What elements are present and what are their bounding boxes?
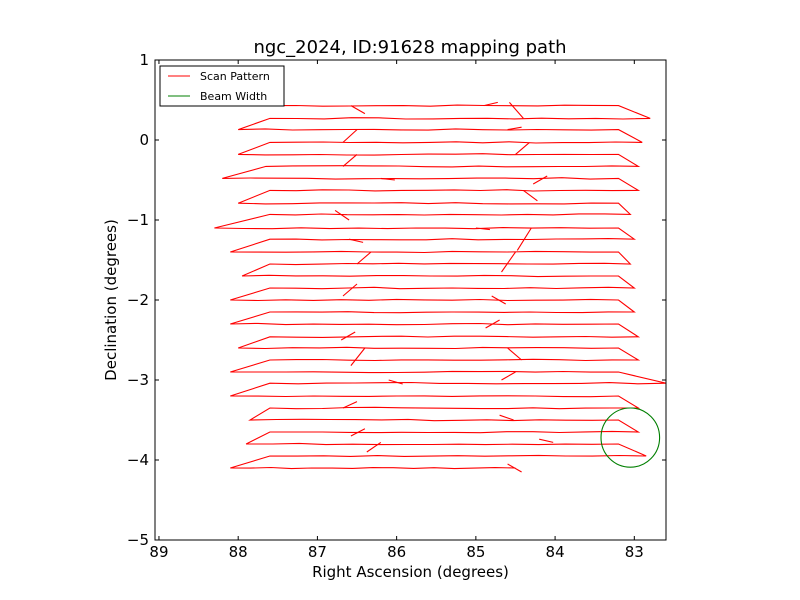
scan-spike [515, 141, 530, 155]
y-tick-label: −3 [127, 371, 149, 389]
scan-pattern-line [214, 104, 666, 470]
scan-spike [340, 331, 356, 341]
scan-spike [342, 129, 358, 143]
x-axis-label: Right Ascension (degrees) [312, 563, 509, 581]
legend: Scan Pattern Beam Width [159, 65, 285, 107]
y-tick-label: −4 [127, 451, 149, 469]
scan-spike [501, 371, 516, 381]
scan-spike [507, 347, 522, 361]
x-tick-label: 87 [308, 543, 327, 561]
x-tick-label: 89 [149, 543, 168, 561]
scan-spike [501, 251, 516, 273]
scan-spike [348, 238, 364, 243]
x-tick-label: 85 [466, 543, 485, 561]
chart-title: ngc_2024, ID:91628 mapping path [253, 37, 566, 58]
x-tick-label: 84 [546, 543, 565, 561]
beam-width-circle [600, 407, 661, 468]
scan-spike [356, 251, 372, 265]
legend-box [159, 65, 285, 107]
scan-spike [523, 189, 538, 202]
legend-label-beam-width: Beam Width [200, 90, 267, 103]
scan-spike [380, 177, 395, 181]
scan-spike [334, 209, 350, 221]
y-tick-label: −2 [127, 291, 149, 309]
scan-pattern-series [214, 101, 666, 473]
x-tick-label: 88 [229, 543, 248, 561]
scan-spike [342, 283, 358, 297]
x-tick-label: 86 [387, 543, 406, 561]
scan-spike [485, 319, 500, 329]
legend-label-scan-pattern: Scan Pattern [200, 70, 270, 83]
scan-spike [483, 101, 498, 107]
y-axis-label: Declination (degrees) [102, 219, 120, 381]
scan-spike [516, 227, 532, 251]
scan-spike [539, 438, 554, 443]
y-tick-label: −1 [127, 211, 149, 229]
scan-spike [350, 428, 366, 437]
y-tick-label: 1 [139, 51, 149, 69]
x-tick-label: 83 [625, 543, 644, 561]
scan-spike [342, 153, 358, 167]
scan-spike [508, 102, 524, 119]
scan-spike [342, 401, 358, 409]
scan-spike [499, 414, 514, 421]
scan-spike [507, 463, 522, 473]
beam-width-series [600, 407, 661, 468]
scan-spike [532, 175, 548, 185]
scan-spike [350, 347, 366, 366]
scan-spike [475, 227, 490, 231]
axis-ticks: 89 88 87 86 85 84 83 1 0 −1 −2 −3 −4 −5 [127, 51, 666, 561]
plot-area [214, 101, 666, 473]
y-tick-label: 0 [139, 131, 149, 149]
y-tick-label: −5 [127, 531, 149, 549]
scan-spike [366, 441, 382, 453]
scan-spike [491, 295, 506, 305]
scan-spike [388, 379, 403, 385]
scan-spike [507, 126, 522, 131]
scan-spike [350, 105, 366, 115]
